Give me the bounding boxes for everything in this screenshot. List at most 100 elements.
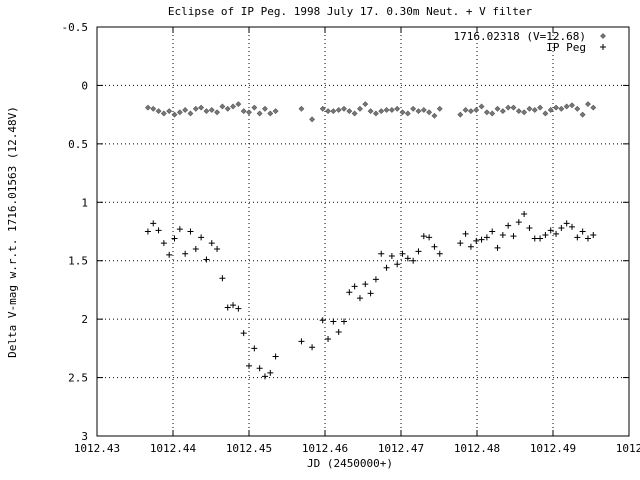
comparison-star-point — [531, 107, 538, 113]
ip-peg-point — [420, 233, 427, 240]
ip-peg-point — [579, 228, 586, 235]
ip-peg-point — [272, 353, 279, 360]
ip-peg-point — [526, 224, 533, 231]
comparison-star-point — [436, 105, 443, 112]
ip-peg-point — [494, 244, 501, 251]
ip-peg-point — [404, 255, 411, 262]
comparison-star-point — [203, 108, 210, 115]
comparison-star-point — [515, 108, 522, 115]
ip-peg-point — [372, 276, 379, 283]
legend: 1716.02318 (V=12.68)IP Peg — [454, 30, 606, 54]
ip-peg-point — [367, 290, 374, 297]
ip-peg-point — [176, 226, 183, 233]
comparison-star-point — [394, 105, 401, 112]
chart-title: Eclipse of IP Peg. 1998 July 17. 0.30m N… — [168, 5, 533, 18]
comparison-star-point — [251, 104, 258, 111]
comparison-star-point — [150, 105, 157, 112]
comparison-star-point — [144, 104, 151, 111]
ip-peg-point — [214, 246, 221, 253]
comparison-star-point — [341, 105, 347, 112]
ip-peg-point — [208, 240, 215, 247]
y-tick-label: 1 — [81, 196, 88, 209]
comparison-star-point — [499, 108, 506, 115]
x-axis-label: JD (2450000+) — [307, 457, 393, 470]
ip-peg-point — [171, 235, 178, 242]
ip-peg-point — [558, 224, 565, 231]
comparison-star-point — [426, 109, 433, 116]
comparison-star-point — [473, 107, 480, 113]
ip-peg-point — [483, 234, 490, 241]
comparison-star-point — [585, 101, 591, 108]
ip-peg-point — [335, 328, 342, 335]
grid-lines — [97, 27, 629, 436]
ip-peg-point — [246, 362, 252, 369]
ip-peg-point — [394, 261, 401, 268]
comparison-star-point — [160, 110, 167, 117]
series-1 — [144, 101, 597, 123]
comparison-star-point — [467, 108, 474, 115]
y-tick-label: 0 — [81, 79, 88, 92]
ip-peg-point — [298, 338, 305, 345]
comparison-star-point — [214, 109, 221, 116]
ip-peg-point — [383, 264, 390, 271]
ip-peg-point — [166, 251, 173, 258]
ip-peg-point — [203, 256, 210, 263]
ip-peg-point — [155, 227, 162, 234]
comparison-star-point — [166, 108, 173, 115]
ip-peg-point — [182, 250, 189, 257]
comparison-star-point — [182, 107, 189, 113]
comparison-star-point — [483, 109, 490, 116]
ip-peg-point — [150, 220, 157, 227]
ip-peg-point — [192, 246, 199, 253]
comparison-star-point — [187, 110, 194, 117]
comparison-star-point — [230, 103, 236, 110]
comparison-star-point — [309, 116, 316, 123]
comparison-star-point — [415, 108, 422, 115]
y-tick-label: -0.5 — [62, 21, 89, 34]
comparison-star-point — [378, 108, 385, 115]
comparison-star-point — [558, 105, 565, 112]
ip-peg-point — [515, 219, 522, 226]
ip-peg-point — [351, 283, 358, 290]
ip-peg-point — [267, 369, 274, 376]
comparison-star-point — [526, 105, 533, 112]
comparison-star-point — [272, 108, 279, 115]
comparison-star-point — [346, 108, 353, 115]
ip-peg-point — [330, 318, 337, 325]
y-tick-label: 1.5 — [68, 255, 88, 268]
ip-peg-point — [431, 243, 438, 250]
comparison-star-point — [155, 108, 162, 115]
comparison-star-point — [325, 108, 331, 115]
x-tick-label: 1012.49 — [530, 442, 576, 455]
comparison-star-point — [319, 105, 326, 112]
comparison-star-point — [298, 105, 305, 112]
comparison-star-point — [569, 102, 575, 109]
ip-peg-point — [261, 373, 268, 380]
ip-peg-point — [569, 223, 575, 230]
comparison-star-point — [388, 107, 395, 113]
comparison-star-point — [542, 110, 549, 117]
comparison-star-point — [235, 101, 242, 108]
ip-peg-point — [160, 240, 167, 247]
comparison-star-point — [457, 111, 464, 118]
legend-marker-diamond — [600, 33, 606, 39]
comparison-star-point — [537, 104, 544, 111]
ip-peg-point — [547, 227, 554, 234]
comparison-star-point — [590, 104, 597, 111]
comparison-star-point — [505, 104, 512, 111]
comparison-star-point — [192, 105, 199, 112]
ip-peg-point — [309, 344, 316, 351]
data-marks — [144, 101, 597, 380]
comparison-star-point — [198, 104, 205, 111]
legend-label: 1716.02318 (V=12.68) — [454, 30, 586, 43]
comparison-star-point — [462, 107, 469, 113]
x-tick-label: 1012.45 — [226, 442, 272, 455]
comparison-star-point — [410, 105, 417, 112]
comparison-star-point — [579, 111, 586, 118]
ip-peg-point — [489, 228, 496, 235]
ip-peg-point — [505, 222, 512, 229]
ip-peg-point — [457, 240, 464, 247]
comparison-star-point — [171, 111, 178, 118]
